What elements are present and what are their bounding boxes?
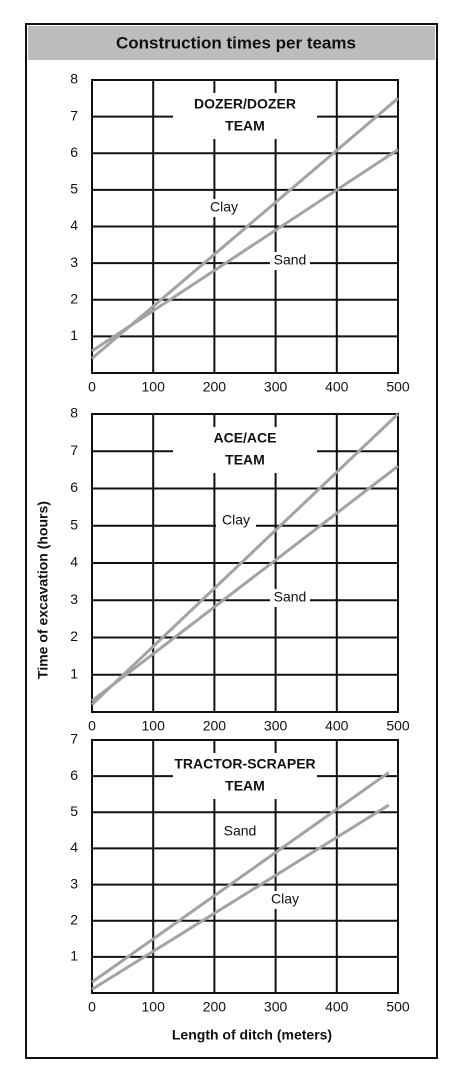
chart-title: Construction times per teams: [116, 33, 356, 52]
y-tick-label: 2: [70, 628, 78, 644]
title-bg: [173, 753, 317, 799]
x-tick-label: 500: [386, 999, 410, 1015]
y-tick-label: 2: [70, 290, 78, 306]
data-line: [91, 803, 390, 991]
series-label: Sand: [274, 252, 307, 268]
data-line: [91, 464, 399, 703]
label-bg: [216, 512, 256, 530]
title-bar: [28, 26, 435, 60]
y-tick-label: 2: [70, 911, 78, 927]
series-label: Sand: [274, 589, 307, 605]
panel-title: TEAM: [225, 452, 265, 468]
data-line: [91, 148, 399, 353]
panel-title: TRACTOR-SCRAPER: [174, 756, 315, 772]
data-line: [91, 97, 399, 360]
y-tick-label: 7: [70, 731, 78, 747]
x-tick-label: 300: [264, 379, 288, 395]
x-tick-label: 500: [386, 718, 410, 734]
x-axis-label: Length of ditch (meters): [172, 1027, 332, 1043]
x-tick-label: 400: [325, 379, 349, 395]
y-tick-label: 3: [70, 591, 78, 607]
x-tick-label: 100: [142, 718, 166, 734]
panel-title: ACE/ACE: [213, 430, 276, 446]
x-tick-label: 400: [325, 999, 349, 1015]
y-tick-label: 8: [70, 405, 78, 421]
y-tick-label: 4: [70, 839, 78, 855]
y-tick-label: 7: [70, 442, 78, 458]
y-tick-label: 1: [70, 327, 78, 343]
y-tick-label: 5: [70, 803, 78, 819]
y-tick-label: 8: [70, 71, 78, 87]
y-tick-label: 5: [70, 516, 78, 532]
x-tick-label: 200: [203, 718, 227, 734]
series-label: Sand: [224, 823, 257, 839]
x-tick-label: 500: [386, 379, 410, 395]
y-tick-label: 3: [70, 875, 78, 891]
label-bg: [265, 891, 305, 909]
x-tick-label: 300: [264, 999, 288, 1015]
y-tick-label: 6: [70, 479, 78, 495]
frame: [25, 23, 438, 1059]
panel-title: TEAM: [225, 118, 265, 134]
y-tick-label: 7: [70, 107, 78, 123]
y-tick-label: 5: [70, 181, 78, 197]
series-label: Clay: [271, 891, 299, 907]
label-bg: [204, 199, 244, 217]
x-tick-label: 400: [325, 718, 349, 734]
data-line: [90, 412, 400, 706]
panel-title: TEAM: [225, 778, 265, 794]
title-bg: [173, 93, 317, 139]
y-tick-label: 4: [70, 217, 78, 233]
y-tick-label: 6: [70, 144, 78, 160]
y-tick-label: 1: [70, 665, 78, 681]
series-label: Clay: [210, 199, 238, 215]
x-tick-label: 0: [88, 999, 96, 1015]
y-tick-label: 3: [70, 254, 78, 270]
x-tick-label: 200: [203, 999, 227, 1015]
y-tick-label: 6: [70, 767, 78, 783]
x-tick-label: 0: [88, 718, 96, 734]
data-line: [91, 771, 390, 984]
series-label: Clay: [222, 512, 250, 528]
x-tick-label: 0: [88, 379, 96, 395]
x-tick-label: 100: [142, 379, 166, 395]
x-tick-label: 200: [203, 379, 227, 395]
x-tick-label: 300: [264, 718, 288, 734]
y-axis-label: Time of excavation (hours): [35, 501, 51, 679]
label-bg: [220, 823, 260, 841]
y-tick-label: 4: [70, 554, 78, 570]
label-bg: [270, 252, 310, 270]
x-tick-label: 100: [142, 999, 166, 1015]
y-tick-label: 1: [70, 948, 78, 964]
panel-title: DOZER/DOZER: [194, 96, 296, 112]
title-bg: [173, 427, 317, 473]
label-bg: [270, 589, 310, 607]
